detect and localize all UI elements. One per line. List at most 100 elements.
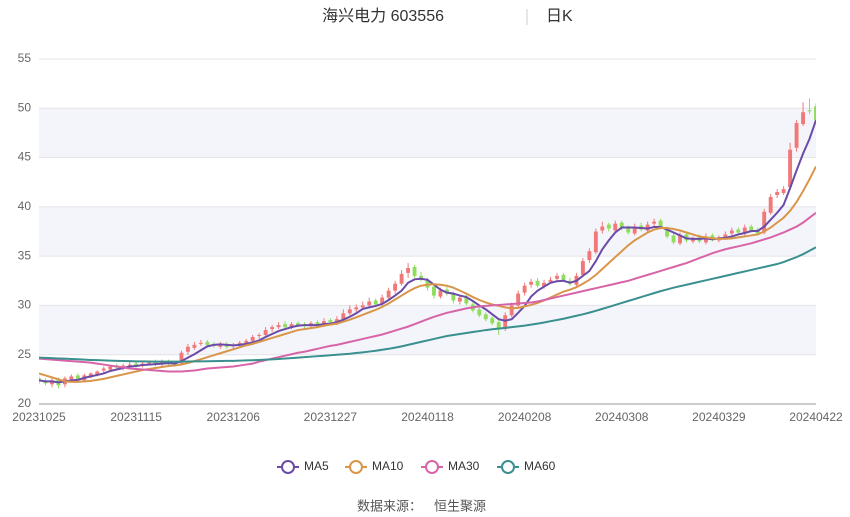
candle-body xyxy=(619,222,624,228)
candle-body xyxy=(101,368,106,371)
x-tick-label: 20240329 xyxy=(692,410,746,424)
candle-body xyxy=(665,228,670,237)
candle-body xyxy=(412,266,417,276)
y-tick-label: 20 xyxy=(18,396,32,410)
candle-body xyxy=(529,281,534,285)
y-tick-label: 35 xyxy=(18,248,32,262)
candle-body xyxy=(192,344,197,348)
candle-body xyxy=(205,341,210,345)
y-tick-label: 30 xyxy=(18,298,32,312)
legend-label: MA10 xyxy=(372,459,404,473)
candle-body xyxy=(464,296,469,304)
candle-body xyxy=(522,285,527,293)
candle-body xyxy=(814,106,816,121)
candle-body xyxy=(561,274,566,280)
candle-body xyxy=(386,290,391,298)
candle-body xyxy=(580,261,585,275)
ma-line xyxy=(39,211,816,373)
candle-body xyxy=(652,221,657,224)
legend-item[interactable]: MA10 xyxy=(345,459,404,474)
source-label: 数据来源： xyxy=(357,498,422,513)
y-tick-label: 25 xyxy=(18,347,32,361)
candle-body xyxy=(555,275,559,279)
x-tick-label: 20231115 xyxy=(110,410,162,424)
candle-body xyxy=(399,273,404,284)
candle-body xyxy=(509,305,514,316)
grid-band xyxy=(39,206,816,257)
candle-body xyxy=(613,223,618,231)
candle-body xyxy=(406,267,411,273)
candle-body xyxy=(257,335,262,336)
source: 恒生聚源 xyxy=(434,498,486,513)
candle-body xyxy=(438,290,443,297)
candle-body xyxy=(788,149,793,188)
candle-body xyxy=(432,286,436,296)
candle-body xyxy=(723,234,728,238)
candle-body xyxy=(678,235,682,244)
x-tick-label: 20240208 xyxy=(498,410,552,424)
candle-body xyxy=(736,229,741,233)
x-tick-label: 20240118 xyxy=(401,410,454,424)
candle-body xyxy=(606,224,611,229)
candle-body xyxy=(185,346,190,352)
x-tick-label: 20240422 xyxy=(789,410,843,424)
legend-label: MA30 xyxy=(448,459,480,473)
candle-body xyxy=(198,342,203,344)
candle-body xyxy=(250,336,255,341)
candle-body xyxy=(587,251,592,261)
candle-body xyxy=(75,375,80,380)
candle-body xyxy=(88,373,93,377)
ma-line xyxy=(39,165,816,383)
legend-item[interactable]: MA30 xyxy=(421,459,480,474)
candle-body xyxy=(794,123,799,148)
legend-label: MA5 xyxy=(304,459,329,473)
candle-body xyxy=(360,305,365,308)
plot-area xyxy=(39,98,816,389)
chart-title: 海兴电力 603556 xyxy=(322,7,444,25)
candle-body xyxy=(283,324,287,328)
candle-body xyxy=(490,318,495,324)
legend-marker xyxy=(501,460,515,474)
candle-body xyxy=(749,226,754,231)
candle-body xyxy=(632,226,637,234)
candle-body xyxy=(134,363,139,366)
x-tick-label: 20231025 xyxy=(12,410,66,424)
y-tick-label: 50 xyxy=(18,100,32,114)
candle-body xyxy=(768,197,773,213)
y-tick-label: 55 xyxy=(18,51,32,65)
candle-body xyxy=(147,362,152,364)
legend-item[interactable]: MA60 xyxy=(497,459,556,474)
ma-line xyxy=(39,119,816,384)
candle-body xyxy=(483,314,488,320)
candle-body xyxy=(801,112,805,125)
candle-body xyxy=(457,297,462,302)
grid-band xyxy=(39,305,816,355)
candle-body xyxy=(296,323,300,326)
x-tick-label: 20231206 xyxy=(207,410,261,424)
candle-body xyxy=(347,309,352,314)
candle-body xyxy=(69,376,74,380)
candle-body xyxy=(380,297,385,304)
plot-background xyxy=(39,108,816,355)
candle-body xyxy=(95,371,100,375)
candle-body xyxy=(503,315,508,330)
candle-body xyxy=(127,364,132,366)
candle-body xyxy=(781,189,786,194)
candle-body xyxy=(354,307,359,310)
chart-subtitle: 日K xyxy=(546,8,573,25)
legend-marker xyxy=(425,460,439,474)
candle-body xyxy=(276,325,281,328)
y-tick-label: 45 xyxy=(18,150,32,164)
candle-body xyxy=(315,322,320,326)
candle-body xyxy=(516,293,521,306)
legend-marker xyxy=(349,460,363,474)
y-tick-label: 40 xyxy=(18,199,32,213)
candle-body xyxy=(289,324,294,328)
legend-label: MA60 xyxy=(524,459,556,473)
candle-body xyxy=(600,226,605,231)
candle-body xyxy=(179,352,184,364)
legend-item[interactable]: MA5 xyxy=(277,459,329,474)
ma-line xyxy=(39,246,816,363)
